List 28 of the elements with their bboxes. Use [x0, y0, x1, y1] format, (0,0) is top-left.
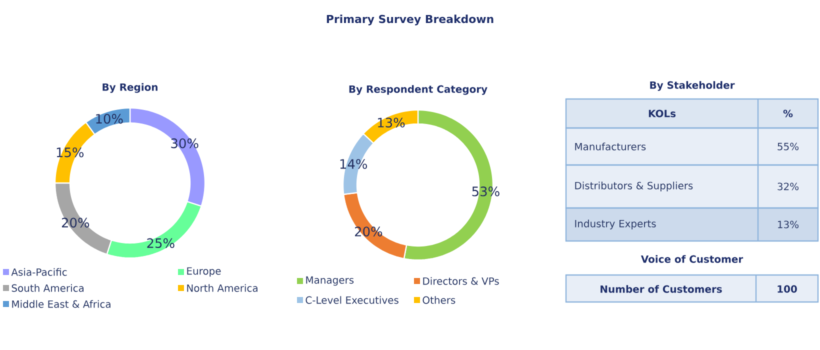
text: Voice of Customer: [640, 255, 744, 263]
text: Number of Customers: [600, 285, 722, 293]
text: 55%: [778, 142, 799, 150]
text: 100: [778, 285, 797, 293]
text: 13%: [778, 220, 799, 228]
legend-label: Directors & VPs: [423, 277, 499, 285]
text: Primary Survey Breakdown: [326, 14, 494, 26]
chart-title: By Region: [102, 83, 158, 93]
text: KOLs: [648, 110, 676, 118]
legend-label: Middle East & Africa: [12, 300, 110, 308]
legend-label: C-Level Executives: [306, 296, 398, 304]
text: Manufacturers: [575, 142, 646, 150]
chart-title: By Respondent Category: [349, 85, 488, 95]
data-label: 10%: [96, 114, 123, 124]
text: 32%: [778, 182, 799, 190]
text: By Stakeholder: [650, 81, 735, 91]
data-label: 14%: [340, 159, 368, 169]
legend-label: Others: [422, 296, 456, 304]
legend-label: South America: [12, 284, 84, 292]
legend-label: North America: [187, 284, 258, 292]
data-label: 13%: [378, 118, 405, 128]
text: %: [783, 110, 793, 118]
legend-label: Europe: [187, 267, 221, 277]
legend-label: Asia-Pacific: [11, 268, 67, 276]
legend-label: Managers: [306, 276, 354, 286]
data-label: 25%: [147, 238, 174, 248]
text: Distributors & Suppliers: [575, 182, 693, 192]
text: Industry Experts: [575, 220, 656, 230]
